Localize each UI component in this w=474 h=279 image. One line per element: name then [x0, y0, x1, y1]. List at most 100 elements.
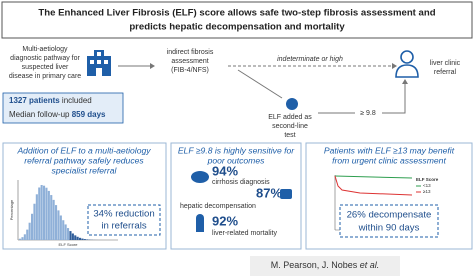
stat-label: cirrhosis diagnosis: [212, 179, 270, 186]
legend-entry: <13: [423, 183, 431, 188]
histogram-decoration: [23, 234, 26, 240]
histogram-decoration: [35, 194, 38, 240]
callout: within 90 days: [358, 223, 420, 234]
callout: in referrals: [101, 221, 147, 232]
histogram-decoration: [69, 231, 72, 240]
cohort-patients: 1327 patients included: [9, 96, 92, 105]
end: referral: [434, 69, 457, 76]
histogram-decoration: [43, 185, 46, 240]
panel-title: Patients with ELF ≥13 may benefit: [324, 145, 455, 155]
histogram-decoration: [74, 235, 77, 240]
stat-value: 87%: [256, 185, 282, 200]
histogram-decoration: [76, 236, 79, 240]
liver-icon: [191, 171, 209, 183]
histogram-decoration: [52, 199, 55, 240]
footer-authors: M. Pearson, J. Nobes et al.: [271, 260, 380, 270]
doctor-icon: [395, 50, 419, 78]
first-result: indeterminate or high: [277, 56, 343, 63]
followup-value: 859 days: [72, 110, 106, 119]
curve-decoration: [334, 175, 413, 179]
legend-entry: ≥13: [423, 189, 431, 194]
callout: 34% reduction: [93, 209, 154, 220]
pathway-start: diagnostic pathway for: [10, 55, 80, 62]
histogram-decoration: [26, 229, 29, 240]
cross: [97, 52, 101, 56]
arrow: [237, 69, 283, 99]
first-test: assessment: [171, 58, 208, 65]
histogram-decoration: [83, 239, 86, 240]
histogram-decoration: [28, 222, 31, 240]
histogram-decoration: [59, 215, 62, 240]
callout: 26% decompensate: [347, 210, 432, 221]
histogram-decoration: [38, 187, 41, 240]
body: [395, 64, 419, 78]
arrow-head: [392, 63, 397, 69]
door: [96, 68, 102, 76]
stat-icons: [191, 171, 292, 232]
stat-label: hepatic decompensation: [180, 203, 256, 210]
second-test: second-line: [272, 123, 308, 130]
head: [400, 50, 414, 64]
histogram-decoration: [50, 195, 53, 240]
panel-title: from urgent clinic assessment: [332, 155, 446, 165]
pathway-start: disease in primary care: [9, 73, 81, 80]
window: [104, 60, 108, 64]
callout-box: [339, 204, 439, 238]
arrow-head: [150, 63, 155, 69]
patients-count: 1327 patients: [9, 96, 60, 105]
chart-x-label: ELF Score: [59, 242, 79, 247]
title-line: The Enhanced Liver Fibrosis (ELF) score …: [38, 8, 435, 19]
arrow: [382, 84, 406, 114]
first-test: (FIB-4/NFS): [171, 67, 209, 74]
stat-value: 94%: [212, 163, 238, 178]
et-al: et al.: [360, 260, 380, 270]
histogram-decoration: [71, 233, 74, 240]
histogram-decoration: [45, 187, 48, 240]
arrow-head: [402, 79, 408, 84]
chart-y-label: Percentage: [9, 199, 14, 220]
histogram-decoration: [86, 239, 89, 240]
title-box: [1, 1, 473, 39]
histogram-decoration: [57, 210, 60, 240]
followup-label: Median follow-up: [9, 110, 72, 119]
window: [97, 60, 101, 64]
histogram: [17, 180, 118, 241]
first-test: indirect fibrosis: [167, 49, 214, 56]
cohort-followup: Median follow-up 859 days: [9, 110, 106, 119]
hospital-icon: [280, 189, 292, 199]
second-test: ELF added as: [268, 114, 312, 121]
threshold: ≥ 9.8: [360, 110, 376, 117]
panel-title: ELF ≥9.8 is highly sensitive for: [178, 145, 295, 155]
cohort-box: [2, 92, 124, 124]
authors: M. Pearson, J. Nobes: [271, 260, 360, 270]
histogram-decoration: [21, 237, 24, 240]
histogram-decoration: [64, 224, 67, 240]
title-line: predicts hepatic decompensation and mort…: [129, 22, 345, 33]
callout-box: [87, 204, 161, 236]
histogram-decoration: [31, 213, 34, 240]
stat-value: 92%: [212, 213, 238, 228]
patients-rest: included: [60, 96, 92, 105]
pathway-start: Multi-aetiology: [22, 46, 68, 53]
clinic-icon: [87, 50, 111, 76]
window: [90, 60, 94, 64]
panel-title: specialist referral: [52, 165, 118, 175]
stat-label: liver-related mortality: [212, 230, 277, 237]
footer-box: [250, 256, 400, 276]
panel-title: Addition of ELF to a multi-aetiology: [16, 145, 151, 155]
panel-title: referral pathway safely reduces: [24, 155, 144, 165]
histogram-decoration: [47, 190, 50, 240]
second-test: test: [284, 132, 295, 139]
end: liver clinic: [430, 60, 461, 67]
histogram-decoration: [67, 228, 70, 240]
panel: [170, 142, 302, 250]
legend-title: ELF Score: [416, 177, 439, 182]
histogram-decoration: [33, 203, 36, 240]
histogram-decoration: [40, 185, 43, 240]
histogram-decoration: [19, 238, 22, 240]
panel-title: poor outcomes: [207, 155, 266, 165]
test-dot: [286, 98, 298, 110]
